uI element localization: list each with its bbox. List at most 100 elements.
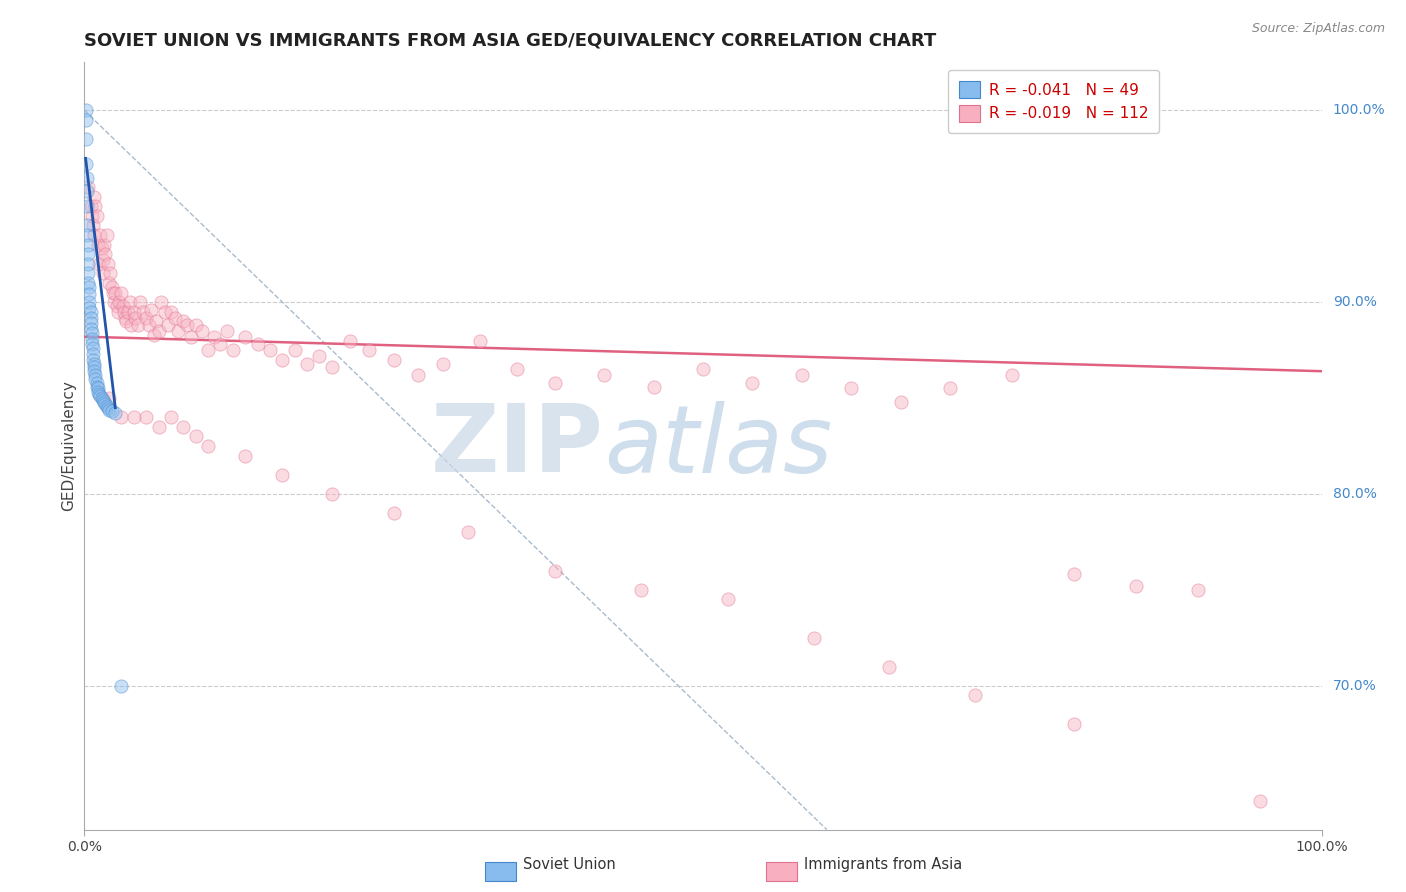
Point — [209, 337, 232, 351]
Point — [543, 564, 565, 578]
Point — [79, 301, 101, 315]
Point — [97, 401, 120, 415]
Point — [79, 280, 101, 294]
Point — [86, 376, 108, 390]
Point — [160, 410, 183, 425]
Point — [112, 304, 135, 318]
Point — [101, 285, 124, 300]
Point — [91, 392, 114, 407]
Point — [75, 112, 97, 127]
Point — [76, 199, 98, 213]
Point — [110, 679, 132, 693]
Point — [77, 247, 100, 261]
Y-axis label: GED/Equivalency: GED/Equivalency — [60, 381, 76, 511]
Point — [284, 343, 307, 357]
Point — [79, 287, 101, 301]
Point — [80, 337, 103, 351]
Point — [692, 362, 714, 376]
Point — [321, 360, 343, 375]
Point — [877, 659, 900, 673]
Point — [91, 266, 114, 280]
Point — [790, 368, 813, 382]
Point — [89, 387, 111, 401]
Text: 70.0%: 70.0% — [1333, 679, 1376, 693]
Point — [180, 329, 202, 343]
Point — [408, 368, 430, 382]
Point — [108, 295, 131, 310]
Point — [83, 364, 105, 378]
Point — [184, 429, 207, 443]
Point — [965, 689, 987, 703]
Point — [184, 318, 207, 333]
Point — [145, 314, 167, 328]
Point — [432, 357, 454, 371]
Point — [382, 352, 405, 367]
Point — [97, 257, 120, 271]
Point — [111, 299, 134, 313]
Point — [79, 322, 101, 336]
Point — [79, 310, 101, 325]
Point — [80, 326, 103, 340]
Point — [77, 257, 100, 271]
Point — [129, 295, 152, 310]
Point — [153, 304, 176, 318]
Point — [122, 410, 145, 425]
Point — [96, 399, 118, 413]
Point — [150, 295, 173, 310]
Point — [163, 310, 186, 325]
Point — [90, 391, 112, 405]
Text: 80.0%: 80.0% — [1333, 487, 1376, 501]
Point — [321, 487, 343, 501]
Point — [339, 334, 361, 348]
Point — [295, 357, 318, 371]
Point — [197, 439, 219, 453]
Point — [87, 381, 110, 395]
Point — [110, 285, 132, 300]
Point — [939, 381, 962, 395]
Point — [75, 132, 97, 146]
Point — [630, 582, 652, 597]
Text: SOVIET UNION VS IMMIGRANTS FROM ASIA GED/EQUIVALENCY CORRELATION CHART: SOVIET UNION VS IMMIGRANTS FROM ASIA GED… — [84, 32, 936, 50]
Point — [457, 525, 479, 540]
Point — [246, 337, 269, 351]
Point — [135, 310, 157, 325]
Point — [122, 304, 145, 318]
Point — [98, 402, 121, 417]
Point — [90, 242, 112, 256]
Point — [100, 280, 122, 294]
Point — [79, 304, 101, 318]
Point — [98, 266, 121, 280]
Point — [131, 304, 153, 318]
Text: Source: ZipAtlas.com: Source: ZipAtlas.com — [1251, 22, 1385, 36]
Point — [643, 379, 665, 393]
Point — [87, 237, 110, 252]
Point — [142, 327, 165, 342]
Point — [172, 314, 194, 328]
Point — [271, 467, 294, 482]
Text: 100.0%: 100.0% — [1333, 103, 1385, 118]
Point — [259, 343, 281, 357]
Point — [135, 410, 157, 425]
Point — [1063, 717, 1085, 731]
Point — [115, 314, 138, 328]
Point — [83, 360, 105, 375]
Point — [96, 227, 118, 242]
Point — [1001, 368, 1024, 382]
Point — [120, 318, 142, 333]
Point — [84, 199, 107, 213]
Point — [160, 304, 183, 318]
Point — [80, 209, 103, 223]
Point — [76, 184, 98, 198]
Point — [717, 592, 740, 607]
Point — [89, 389, 111, 403]
Point — [86, 379, 108, 393]
Point — [141, 302, 163, 317]
Point — [98, 391, 121, 405]
Point — [1187, 582, 1209, 597]
Point — [82, 352, 104, 367]
Point — [233, 449, 256, 463]
Point — [593, 368, 616, 382]
Point — [197, 343, 219, 357]
Text: Soviet Union: Soviet Union — [523, 857, 616, 872]
Text: atlas: atlas — [605, 401, 832, 491]
